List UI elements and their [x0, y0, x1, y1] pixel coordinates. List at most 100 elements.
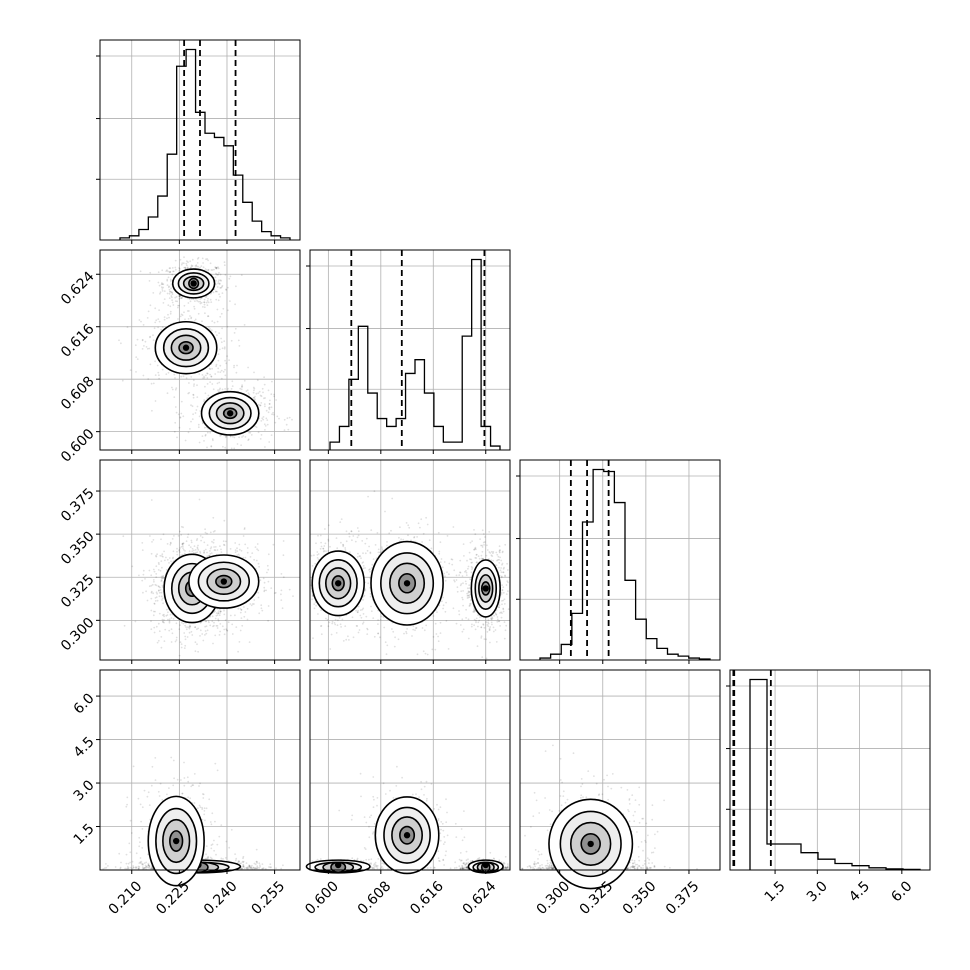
scatter-point	[203, 426, 206, 429]
scatter-point	[497, 620, 500, 623]
scatter-point	[156, 364, 159, 367]
scatter-point	[194, 265, 197, 267]
scatter-point	[468, 584, 471, 587]
scatter-point	[379, 619, 382, 621]
scatter-point	[498, 551, 501, 554]
scatter-point	[499, 625, 501, 627]
scatter-point	[327, 625, 330, 628]
scatter-point	[480, 637, 483, 639]
scatter-point	[249, 431, 252, 434]
scatter-point	[196, 299, 199, 302]
scatter-point	[234, 542, 237, 544]
scatter-point	[205, 296, 207, 299]
scatter-point	[335, 632, 338, 634]
scatter-point	[391, 497, 394, 500]
scatter-point	[172, 618, 175, 620]
scatter-point	[446, 571, 448, 573]
scatter-point	[209, 531, 212, 534]
scatter-point	[451, 558, 454, 561]
scatter-point	[169, 305, 172, 308]
scatter-point	[206, 397, 209, 400]
scatter-point	[256, 543, 259, 545]
scatter-point	[141, 549, 144, 551]
scatter-point	[485, 657, 488, 660]
scatter-point	[499, 569, 502, 572]
scatter-point	[258, 612, 261, 615]
scatter-point	[231, 435, 234, 438]
scatter-point	[158, 320, 161, 323]
scatter-point	[156, 592, 159, 595]
scatter-point	[241, 385, 244, 388]
scatter-point	[178, 530, 181, 533]
scatter-point	[483, 544, 485, 546]
scatter-point	[267, 605, 270, 607]
scatter-point	[207, 268, 210, 271]
scatter-point	[223, 628, 226, 631]
scatter-point	[464, 580, 467, 583]
scatter-point	[475, 553, 478, 556]
scatter-point	[168, 271, 171, 274]
scatter-point	[163, 318, 166, 321]
scatter-point	[221, 284, 224, 287]
scatter-point	[460, 590, 463, 593]
scatter-point	[484, 536, 486, 538]
scatter-point	[233, 366, 235, 369]
scatter-point	[222, 445, 224, 448]
scatter-point	[327, 524, 330, 527]
scatter-point	[204, 634, 206, 636]
scatter-point	[444, 575, 446, 578]
scatter-point	[339, 623, 342, 626]
scatter-point	[271, 380, 273, 383]
scatter-point	[215, 624, 218, 627]
scatter-point	[160, 580, 163, 582]
scatter-point	[495, 614, 498, 616]
y-tick-label: 0.375	[58, 485, 98, 525]
scatter-point	[357, 552, 359, 555]
scatter-point	[207, 315, 210, 318]
scatter-point	[445, 620, 448, 622]
scatter-point	[157, 639, 160, 642]
scatter-point	[239, 387, 242, 390]
scatter-point	[183, 632, 186, 634]
scatter-point	[194, 641, 197, 644]
scatter-point	[358, 629, 361, 631]
scatter-point	[213, 539, 215, 541]
scatter-point	[206, 532, 208, 535]
scatter-point	[169, 310, 172, 313]
scatter-point	[161, 566, 163, 569]
scatter-point	[189, 266, 192, 269]
scatter-point	[178, 267, 181, 269]
scatter-point	[190, 541, 193, 544]
scatter-point	[407, 524, 410, 527]
scatter-point	[201, 536, 204, 539]
scatter-point	[488, 531, 491, 533]
scatter-point	[479, 616, 481, 618]
scatter-point	[168, 297, 171, 299]
scatter-point	[236, 547, 238, 550]
scatter-point	[168, 292, 171, 295]
scatter-point	[442, 596, 444, 599]
scatter-point	[183, 311, 185, 314]
scatter-point	[168, 285, 171, 288]
scatter-point	[236, 550, 239, 552]
scatter-point	[188, 382, 190, 384]
scatter-point	[497, 555, 500, 558]
scatter-point	[199, 552, 202, 554]
scatter-point	[165, 614, 168, 617]
scatter-point	[507, 608, 510, 610]
scatter-point	[368, 569, 370, 571]
scatter-point	[224, 273, 227, 276]
scatter-point	[207, 269, 210, 271]
scatter-point	[217, 612, 220, 615]
scatter-point	[260, 434, 263, 436]
scatter-point	[155, 319, 158, 322]
scatter-point	[274, 591, 277, 594]
scatter-point	[215, 363, 218, 366]
scatter-point	[220, 280, 222, 282]
scatter-point	[160, 646, 163, 649]
scatter-point	[452, 526, 455, 528]
scatter-point	[311, 565, 314, 567]
scatter-point	[342, 640, 345, 642]
scatter-point	[487, 625, 490, 628]
scatter-point	[238, 345, 241, 347]
